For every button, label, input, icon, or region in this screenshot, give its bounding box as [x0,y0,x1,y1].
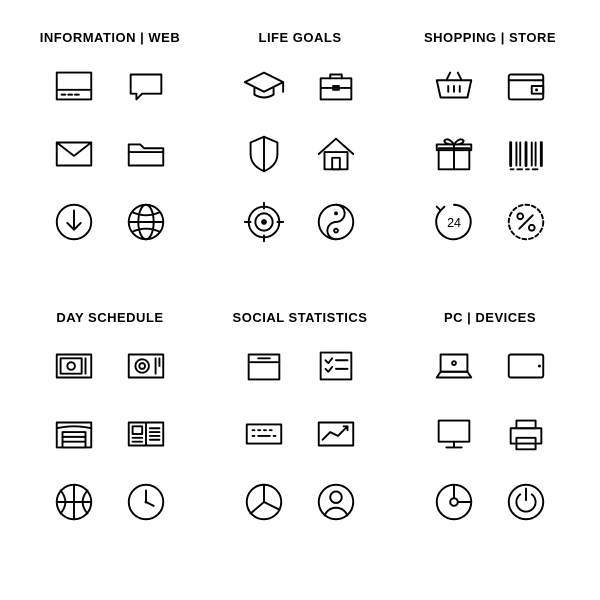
wallet-icon [497,57,555,115]
power-icon [497,473,555,531]
yinyang-icon [307,193,365,251]
icon-grid [45,337,175,531]
gift-icon [425,125,483,183]
icon-grid [45,57,175,251]
disc-icon [425,473,483,531]
section-social-statistics: SOCIAL STATISTICS [210,310,390,570]
barcode-icon [497,125,555,183]
clock-icon [117,473,175,531]
icon-grid: 24 [425,57,555,251]
basketball-icon [45,473,103,531]
chart-line-icon [307,405,365,463]
shield-icon [235,125,293,183]
section-title: DAY SCHEDULE [56,310,163,325]
icon-grid [235,57,365,251]
icon-grid [425,337,555,531]
briefcase-icon [307,57,365,115]
news-icon [117,405,175,463]
monitor-icon [425,405,483,463]
target-icon [235,193,293,251]
chat-icon [117,57,175,115]
section-shopping-store: SHOPPING | STORE 24 [400,30,580,290]
section-day-schedule: DAY SCHEDULE [20,310,200,570]
newspaper-icon [45,57,103,115]
pie-chart-icon [235,473,293,531]
download-icon [45,193,103,251]
globe-icon [117,193,175,251]
printer-icon [497,405,555,463]
folder-icon [117,125,175,183]
section-life-goals: LIFE GOALS [210,30,390,290]
archive-icon [235,337,293,395]
garage-icon [45,405,103,463]
open-24-icon: 24 [425,193,483,251]
plate-icon [117,337,175,395]
home-icon [307,125,365,183]
section-information-web: INFORMATION | WEB [20,30,200,290]
user-circle-icon [307,473,365,531]
section-title: INFORMATION | WEB [40,30,180,45]
icon-grid [235,337,365,531]
discount-icon [497,193,555,251]
section-pc-devices: PC | DEVICES [400,310,580,570]
section-title: SOCIAL STATISTICS [233,310,368,325]
svg-text:24: 24 [447,216,461,230]
section-title: SHOPPING | STORE [424,30,556,45]
tablet-icon [497,337,555,395]
section-title: LIFE GOALS [259,30,342,45]
keyboard-icon [235,405,293,463]
microwave-icon [45,337,103,395]
basket-icon [425,57,483,115]
laptop-icon [425,337,483,395]
mail-icon [45,125,103,183]
section-title: PC | DEVICES [444,310,536,325]
icon-pack-grid: INFORMATION | WEB LIFE GOALS [0,0,600,600]
graduation-cap-icon [235,57,293,115]
checklist-icon [307,337,365,395]
